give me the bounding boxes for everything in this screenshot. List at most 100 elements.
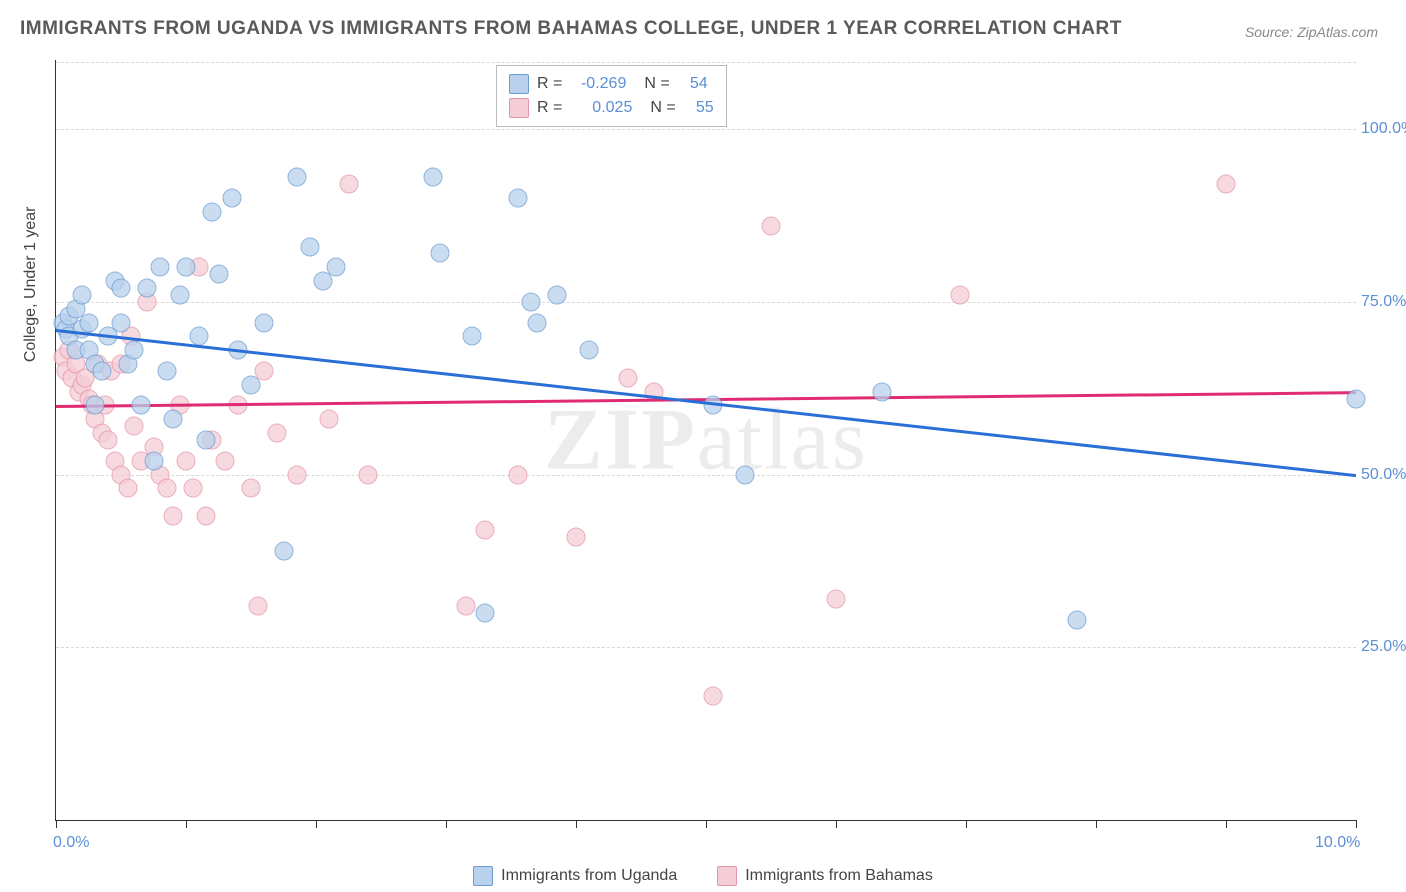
x-tick-label-end: 10.0% — [1315, 834, 1360, 852]
stats-row-bahamas: R = 0.025 N = 55 — [509, 96, 714, 120]
scatter-point-bahamas — [268, 424, 287, 443]
scatter-point-bahamas — [125, 417, 144, 436]
scatter-point-uganda — [112, 279, 131, 298]
stat-label-r: R = — [537, 75, 562, 93]
x-tick — [56, 820, 57, 828]
scatter-point-uganda — [1067, 610, 1086, 629]
scatter-point-uganda — [203, 203, 222, 222]
scatter-point-uganda — [125, 341, 144, 360]
stat-label-r: R = — [537, 99, 562, 117]
stat-r-uganda: -0.269 — [570, 75, 626, 93]
stat-n-bahamas: 55 — [684, 99, 714, 117]
x-tick — [316, 820, 317, 828]
y-tick-label: 100.0% — [1361, 120, 1406, 138]
scatter-point-bahamas — [456, 596, 475, 615]
scatter-point-bahamas — [762, 216, 781, 235]
scatter-point-uganda — [144, 451, 163, 470]
scatter-point-uganda — [872, 382, 891, 401]
x-tick — [836, 820, 837, 828]
bottom-legend: Immigrants from Uganda Immigrants from B… — [0, 866, 1406, 886]
scatter-point-bahamas — [183, 479, 202, 498]
scatter-point-bahamas — [359, 465, 378, 484]
legend-label-bahamas: Immigrants from Bahamas — [745, 867, 933, 885]
x-tick — [576, 820, 577, 828]
x-tick — [446, 820, 447, 828]
scatter-point-uganda — [508, 189, 527, 208]
scatter-point-bahamas — [476, 520, 495, 539]
scatter-point-uganda — [73, 285, 92, 304]
scatter-point-uganda — [190, 327, 209, 346]
scatter-point-uganda — [112, 313, 131, 332]
scatter-point-uganda — [476, 603, 495, 622]
gridline-h — [56, 302, 1356, 303]
y-tick-label: 75.0% — [1361, 293, 1406, 311]
gridline-h — [56, 475, 1356, 476]
scatter-point-uganda — [1347, 389, 1366, 408]
scatter-point-bahamas — [339, 175, 358, 194]
scatter-point-uganda — [287, 168, 306, 187]
legend-swatch-bahamas — [717, 866, 737, 886]
scatter-point-uganda — [138, 279, 157, 298]
scatter-point-uganda — [736, 465, 755, 484]
scatter-point-uganda — [209, 265, 228, 284]
scatter-point-uganda — [430, 244, 449, 263]
scatter-point-bahamas — [216, 451, 235, 470]
legend-item-bahamas: Immigrants from Bahamas — [717, 866, 933, 886]
scatter-point-bahamas — [827, 589, 846, 608]
stats-row-uganda: R = -0.269 N = 54 — [509, 72, 714, 96]
gridline-h — [56, 62, 1356, 63]
stat-label-n: N = — [650, 99, 675, 117]
scatter-point-uganda — [92, 361, 111, 380]
scatter-point-bahamas — [164, 507, 183, 526]
scatter-point-bahamas — [157, 479, 176, 498]
scatter-point-bahamas — [177, 451, 196, 470]
stat-r-bahamas: 0.025 — [570, 99, 632, 117]
scatter-point-uganda — [86, 396, 105, 415]
scatter-point-uganda — [463, 327, 482, 346]
scatter-point-bahamas — [99, 431, 118, 450]
scatter-point-uganda — [177, 258, 196, 277]
gridline-h — [56, 647, 1356, 648]
scatter-point-uganda — [580, 341, 599, 360]
scatter-point-bahamas — [950, 285, 969, 304]
swatch-bahamas — [509, 98, 529, 118]
scatter-point-uganda — [255, 313, 274, 332]
scatter-point-bahamas — [508, 465, 527, 484]
scatter-point-uganda — [300, 237, 319, 256]
scatter-point-uganda — [164, 410, 183, 429]
gridline-h — [56, 129, 1356, 130]
scatter-point-uganda — [79, 313, 98, 332]
scatter-point-uganda — [547, 285, 566, 304]
scatter-point-uganda — [242, 375, 261, 394]
x-tick — [1096, 820, 1097, 828]
scatter-point-bahamas — [248, 596, 267, 615]
scatter-point-bahamas — [118, 479, 137, 498]
y-axis-label: College, Under 1 year — [22, 207, 40, 363]
scatter-point-uganda — [274, 541, 293, 560]
scatter-point-bahamas — [287, 465, 306, 484]
scatter-point-uganda — [521, 292, 540, 311]
y-tick-label: 50.0% — [1361, 466, 1406, 484]
correlation-stats-box: R = -0.269 N = 54 R = 0.025 N = 55 — [496, 65, 727, 127]
scatter-point-uganda — [424, 168, 443, 187]
scatter-point-bahamas — [196, 507, 215, 526]
scatter-point-bahamas — [619, 368, 638, 387]
x-tick — [1226, 820, 1227, 828]
scatter-point-uganda — [151, 258, 170, 277]
scatter-point-bahamas — [1217, 175, 1236, 194]
legend-label-uganda: Immigrants from Uganda — [501, 867, 677, 885]
chart-title: IMMIGRANTS FROM UGANDA VS IMMIGRANTS FRO… — [20, 18, 1122, 40]
scatter-point-uganda — [131, 396, 150, 415]
scatter-plot-area: ZIPatlas R = -0.269 N = 54 R = 0.025 N =… — [55, 60, 1356, 821]
stat-n-uganda: 54 — [678, 75, 708, 93]
x-tick — [186, 820, 187, 828]
scatter-point-uganda — [222, 189, 241, 208]
y-tick-label: 25.0% — [1361, 638, 1406, 656]
x-tick — [706, 820, 707, 828]
swatch-uganda — [509, 74, 529, 94]
scatter-point-uganda — [170, 285, 189, 304]
scatter-point-uganda — [157, 361, 176, 380]
x-tick — [966, 820, 967, 828]
legend-item-uganda: Immigrants from Uganda — [473, 866, 677, 886]
legend-swatch-uganda — [473, 866, 493, 886]
